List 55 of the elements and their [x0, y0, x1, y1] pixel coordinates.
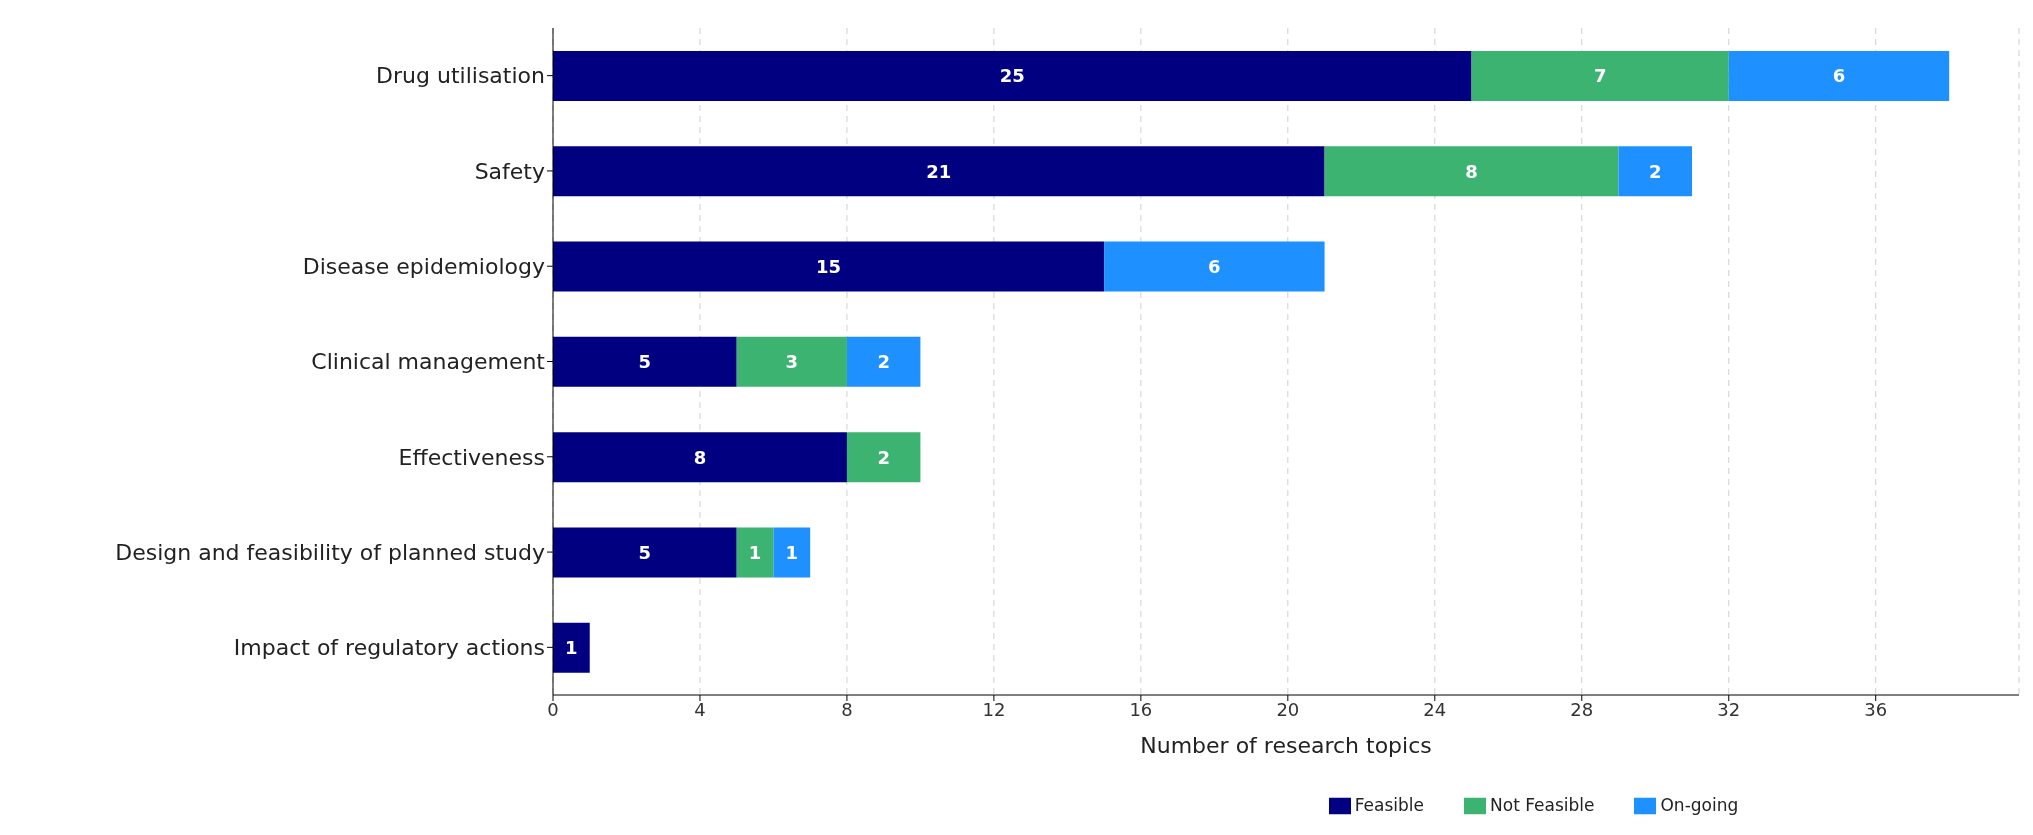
bar	[1471, 51, 1729, 101]
y-tick-label: Impact of regulatory actions	[233, 635, 545, 661]
y-tick-label: Safety	[474, 158, 545, 184]
data-label: 5	[638, 351, 652, 373]
y-tick-label: Disease epidemiology	[302, 254, 545, 280]
data-label: 8	[693, 446, 707, 468]
bar	[1324, 146, 1619, 197]
data-label: 6	[1208, 255, 1221, 277]
bar	[553, 432, 847, 483]
legend-label: On-going	[1660, 795, 1739, 815]
bar	[553, 51, 1472, 101]
data-label: 21	[926, 160, 952, 182]
bar	[553, 336, 737, 387]
data-label: 1	[748, 541, 762, 563]
data-label: 8	[1465, 160, 1478, 182]
bar	[553, 241, 1105, 292]
x-tick-label: 28	[1570, 698, 1594, 720]
data-label: 6	[1832, 65, 1846, 87]
x-tick-label: 4	[694, 698, 706, 720]
bar	[553, 622, 590, 673]
x-tick-label: 24	[1423, 698, 1447, 720]
x-tick-label: 12	[982, 698, 1006, 720]
data-label: 3	[785, 351, 799, 373]
data-label: 2	[1648, 160, 1662, 182]
bar	[773, 527, 811, 578]
x-tick-label: 0	[547, 698, 559, 720]
x-tick-label: 20	[1276, 698, 1300, 720]
bar	[736, 527, 774, 578]
x-tick-label: 16	[1129, 698, 1153, 720]
bar	[553, 146, 1325, 197]
x-tick-label: 32	[1717, 698, 1741, 720]
legend-label: Feasible	[1354, 795, 1425, 815]
y-tick-label: Design and feasibility of planned study	[115, 539, 545, 565]
data-label: 5	[638, 541, 652, 563]
bar	[736, 336, 847, 387]
x-tick-label: 36	[1864, 698, 1888, 720]
bar	[846, 336, 921, 387]
bar	[1104, 241, 1325, 292]
x-axis-title: Number of research topics	[1140, 732, 1432, 758]
data-label: 15	[816, 255, 842, 277]
data-label: 2	[877, 446, 890, 468]
data-label: 1	[565, 637, 578, 659]
y-tick-label: Clinical management	[311, 349, 546, 375]
data-label: 7	[1593, 65, 1607, 87]
bar	[553, 527, 737, 578]
data-label: 25	[999, 65, 1025, 87]
y-tick-label: Drug utilisation	[376, 63, 545, 89]
bar	[846, 432, 921, 483]
x-tick-label: 8	[841, 698, 853, 720]
data-label: 2	[877, 351, 890, 373]
y-tick-label: Effectiveness	[398, 444, 545, 470]
bar	[1618, 146, 1692, 197]
data-label: 1	[785, 541, 799, 563]
bar	[1728, 51, 1950, 101]
legend-label: Not Feasible	[1490, 795, 1595, 815]
